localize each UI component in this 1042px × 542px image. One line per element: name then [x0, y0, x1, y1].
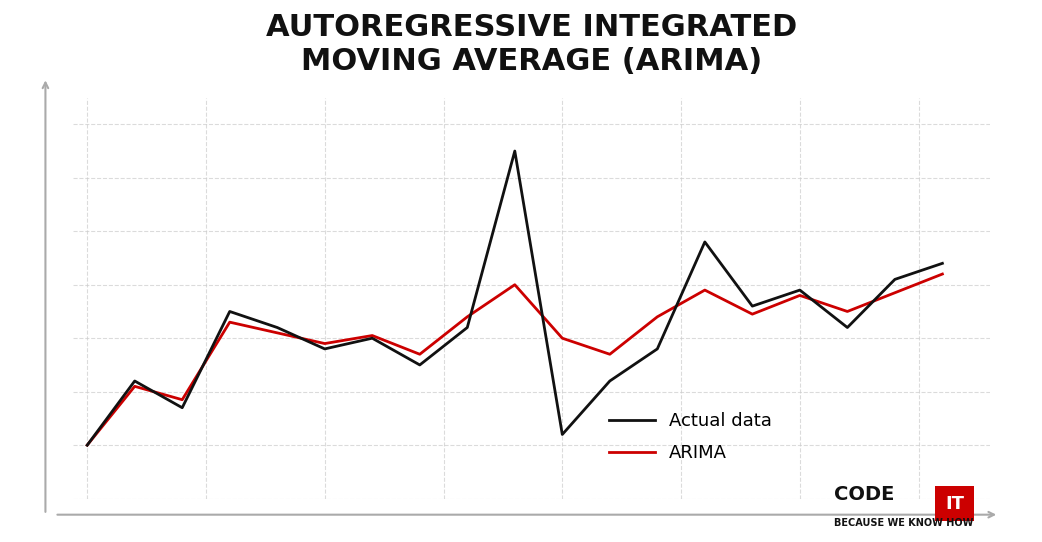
Actual data — [366, 335, 378, 341]
Actual data — [128, 378, 141, 384]
Actual data — [794, 287, 807, 293]
Text: IT: IT — [945, 495, 964, 513]
ARIMA — [698, 287, 711, 293]
ARIMA — [366, 332, 378, 339]
Actual data — [223, 308, 235, 315]
ARIMA — [271, 330, 283, 336]
ARIMA — [81, 442, 94, 448]
ARIMA — [651, 314, 664, 320]
ARIMA — [461, 314, 473, 320]
ARIMA — [128, 383, 141, 390]
ARIMA — [889, 289, 901, 296]
Actual data — [319, 346, 331, 352]
Actual data — [81, 442, 94, 448]
Actual data — [698, 238, 711, 245]
Actual data — [651, 346, 664, 352]
Legend: Actual data, ARIMA: Actual data, ARIMA — [602, 405, 779, 469]
ARIMA — [794, 292, 807, 299]
ARIMA — [319, 340, 331, 347]
ARIMA — [936, 271, 948, 278]
Line: ARIMA: ARIMA — [88, 274, 942, 445]
Actual data — [271, 324, 283, 331]
Actual data — [508, 148, 521, 154]
Text: BECAUSE WE KNOW HOW: BECAUSE WE KNOW HOW — [834, 519, 973, 528]
Actual data — [461, 324, 473, 331]
Actual data — [556, 431, 569, 438]
ARIMA — [508, 281, 521, 288]
ARIMA — [603, 351, 616, 358]
ARIMA — [414, 351, 426, 358]
Actual data — [603, 378, 616, 384]
ARIMA — [176, 396, 189, 403]
Actual data — [936, 260, 948, 267]
ARIMA — [841, 308, 853, 315]
Actual data — [746, 303, 759, 309]
ARIMA — [556, 335, 569, 341]
ARIMA — [746, 311, 759, 318]
Actual data — [889, 276, 901, 282]
Actual data — [841, 324, 853, 331]
ARIMA — [223, 319, 235, 325]
Title: AUTOREGRESSIVE INTEGRATED
MOVING AVERAGE (ARIMA): AUTOREGRESSIVE INTEGRATED MOVING AVERAGE… — [266, 13, 797, 76]
Actual data — [176, 404, 189, 411]
Line: Actual data: Actual data — [88, 151, 942, 445]
Actual data — [414, 362, 426, 368]
Text: CODE: CODE — [834, 485, 894, 504]
